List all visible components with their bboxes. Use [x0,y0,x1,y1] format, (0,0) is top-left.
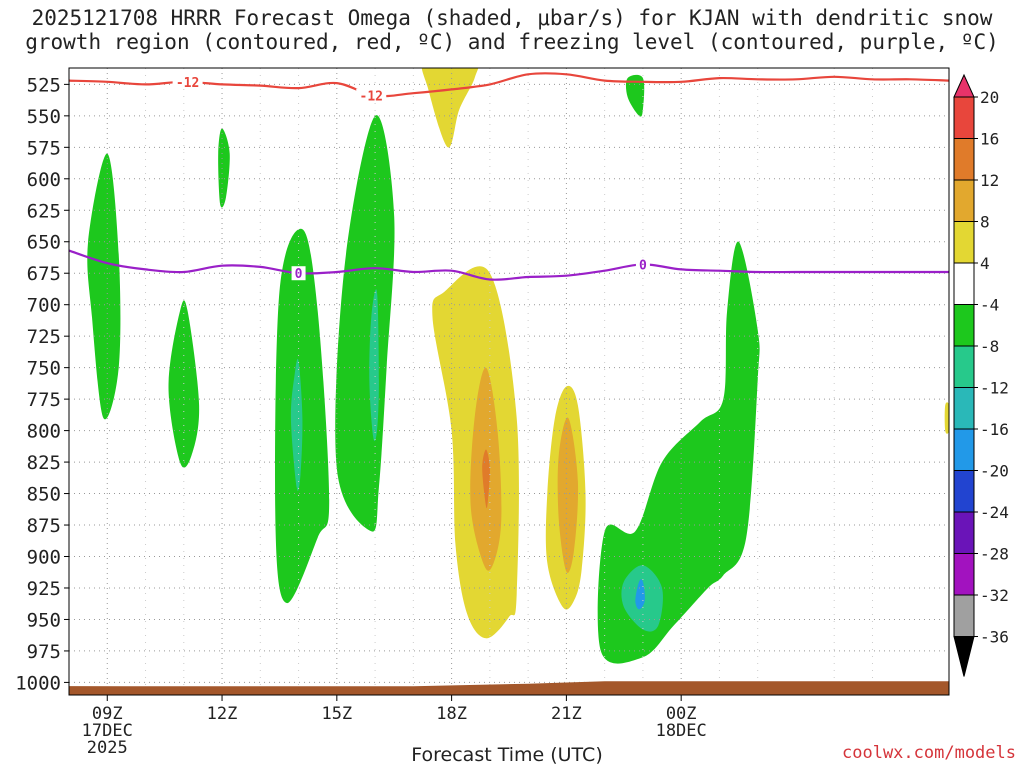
colorbar-swatch-6 [953,304,975,347]
x-axis-label: Forecast Time (UTC) [411,744,603,766]
y-tick-label-675: 675 [27,263,61,285]
colorbar-label-2: 12 [980,171,999,190]
colorbar-swatch-11 [953,511,975,554]
colorbar-label-7: -12 [980,379,1009,398]
colorbar-label-9: -20 [980,462,1009,481]
y-tick-label-600: 600 [27,169,61,191]
x-tick-label: 17DEC [82,721,133,741]
y-tick-label-975: 975 [27,641,61,663]
colorbar-swatch-9 [953,428,975,471]
y-tick-label-550: 550 [27,106,61,128]
x-tick-label: 15Z [321,704,352,724]
gridlines [69,68,949,695]
credit-text: coolwx.com/models [842,743,1016,763]
contour-label: 0 [295,267,303,282]
chart-title: 2025121708 HRRR Forecast Omega (shaded, … [0,6,1024,54]
terrain-layer [69,681,949,695]
y-tick-label-625: 625 [27,200,61,222]
colorbar-swatch-5 [953,262,975,305]
colorbar-arrow-bottom [953,636,975,677]
y-tick-label-750: 750 [27,358,61,380]
x-tick-label: 18Z [436,704,467,724]
omega-region-1 [168,300,200,468]
x-tick-label: 18DEC [656,721,707,741]
contour-lines: -12 -12 0 0 [69,72,949,282]
y-tick-label-650: 650 [27,232,61,254]
colorbar-label-12: -32 [980,586,1009,605]
omega-region-14 [944,402,949,434]
contour-label-bg [635,257,650,272]
plot-frame [68,67,950,696]
x-tick-label: 00Z [666,704,697,724]
terrain-fill [69,681,949,695]
y-tick-label-825: 825 [27,452,61,474]
colorbar-swatch-10 [953,470,975,513]
omega-region-7 [290,358,303,491]
y-tick-label-800: 800 [27,421,61,443]
colorbar-label-10: -24 [980,503,1009,522]
y-axis: 525 550 575 600 625 650 675 700 725 750 775 800 825 8… [15,74,69,694]
x-tick-label: 09Z [92,704,123,724]
y-tick-label-575: 575 [27,137,61,159]
colorbar-label-1: 16 [980,130,999,149]
y-tick-label-700: 700 [27,295,61,317]
colorbar-label-13: -36 [980,628,1009,647]
y-tick-label-925: 925 [27,578,61,600]
freezing-level-contour [69,249,949,281]
x-tick-label: 12Z [207,704,238,724]
contour-label: -12 [360,90,383,105]
y-tick-label-775: 775 [27,389,61,411]
colorbar-swatch-2 [953,138,975,181]
x-tick-label: 21Z [551,704,582,724]
y-tick-label-1000: 1000 [15,672,61,694]
contour-label: -12 [176,76,199,91]
colorbar-arrow-top [953,73,975,98]
y-tick-label-950: 950 [27,609,61,631]
colorbar-label-6: -8 [980,337,999,356]
colorbar-label-11: -28 [980,545,1009,564]
omega-shaded-regions [87,68,949,664]
omega-region-17 [482,449,490,509]
dgz-contour [69,72,949,98]
omega-region-16 [557,417,579,573]
omega-region-8 [369,289,379,442]
chart-title-line-1: 2025121708 HRRR Forecast Omega (shaded, … [31,6,993,30]
y-tick-label-900: 900 [27,547,61,569]
colorbar-swatch-3 [953,179,975,222]
contour-label-bg [356,88,387,103]
colorbar-label-8: -16 [980,420,1009,439]
omega-region-11 [421,68,479,148]
colorbar-label-5: -4 [980,296,999,315]
omega-region-4 [335,115,395,532]
contour-label-bg [291,266,306,281]
chart-title-line-2: growth region (contoured, red, ºC) and f… [25,30,999,54]
omega-region-2 [218,128,230,208]
omega-region-0 [87,153,121,420]
x-tick-label: 2025 [87,738,128,758]
colorbar-swatch-7 [953,345,975,388]
y-tick-label-725: 725 [27,326,61,348]
colorbar-swatch-1 [953,96,975,139]
colorbar-swatch-8 [953,387,975,430]
y-tick-label-525: 525 [27,74,61,96]
contour-label-bg [172,74,203,89]
colorbar: 20 16 12 8 4 -4 -8 -12 -16 -20 -24 -28 -32 -36 [953,73,1009,677]
contour-label: 0 [639,258,647,273]
omega-region-5 [625,74,645,117]
y-tick-label-875: 875 [27,515,61,537]
colorbar-swatch-4 [953,221,975,264]
colorbar-label-3: 8 [980,213,990,232]
y-tick-label-850: 850 [27,484,61,506]
colorbar-swatch-13 [953,594,975,637]
colorbar-label-0: 20 [980,88,999,107]
colorbar-swatch-12 [953,553,975,596]
colorbar-label-4: 4 [980,254,990,273]
